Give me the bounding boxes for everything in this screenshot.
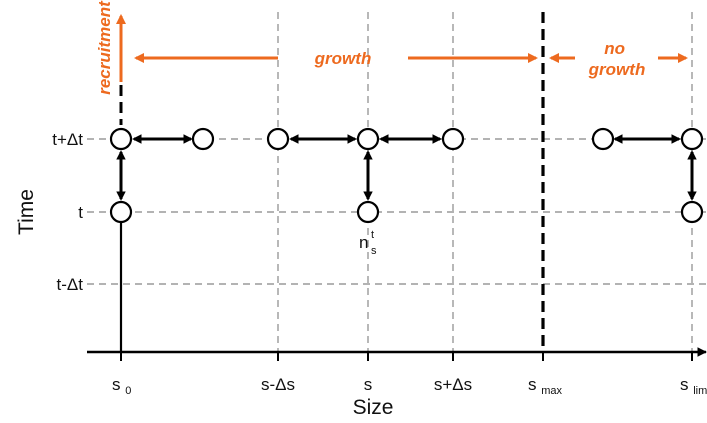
node-slim-t bbox=[680, 200, 704, 224]
no-growth-label-line1: no bbox=[604, 39, 625, 58]
no-growth-label: no growth bbox=[588, 39, 646, 79]
x-tick-label-s-minus: s-Δs bbox=[261, 375, 295, 394]
node-label-n: n bbox=[359, 233, 368, 252]
y-tick-t-minus: t-Δt bbox=[57, 275, 84, 294]
y-tick-t-plus: t+Δt bbox=[52, 130, 83, 149]
node-label-sub: s bbox=[371, 245, 377, 257]
y-tick-t: t bbox=[78, 203, 83, 222]
x-tick-label-s: s bbox=[364, 375, 373, 394]
x-tick-label-slim-sub: lim bbox=[693, 385, 707, 397]
x-tick-label-slim-base: s bbox=[680, 375, 689, 394]
node-label-base: n bbox=[359, 233, 368, 252]
node-s-t-plus bbox=[356, 127, 380, 151]
x-tick-label-slim: s lim bbox=[680, 375, 707, 397]
node-label-sup: t bbox=[371, 229, 374, 241]
x-tick-label-s0-sub: 0 bbox=[125, 385, 131, 397]
x-tick-label-smax-base: s bbox=[528, 375, 537, 394]
x-axis-title: Size bbox=[353, 396, 394, 419]
no-growth-label-line2: growth bbox=[588, 60, 646, 79]
x-tick-label-smax: s max bbox=[528, 375, 563, 397]
node-s0-t-plus bbox=[109, 127, 133, 151]
x-tick-label-s-plus: s+Δs bbox=[434, 375, 472, 394]
x-tick-label-s0: s 0 bbox=[112, 375, 131, 397]
x-tick-label-smax-sub: max bbox=[541, 385, 562, 397]
node-s-plus-t-plus bbox=[441, 127, 465, 151]
y-axis-title: Time bbox=[15, 189, 38, 235]
node-s-t bbox=[356, 200, 380, 224]
node-near-s0-t-plus bbox=[191, 127, 215, 151]
node-s0-t bbox=[109, 200, 133, 224]
x-tick-label-s0-base: s bbox=[112, 375, 121, 394]
node-s-minus-t-plus bbox=[266, 127, 290, 151]
recruitment-label: recruitment bbox=[95, 0, 114, 95]
growth-label: growth bbox=[314, 49, 372, 68]
node-slim-t-plus bbox=[680, 127, 704, 151]
node-near-slim-t-plus bbox=[591, 127, 615, 151]
